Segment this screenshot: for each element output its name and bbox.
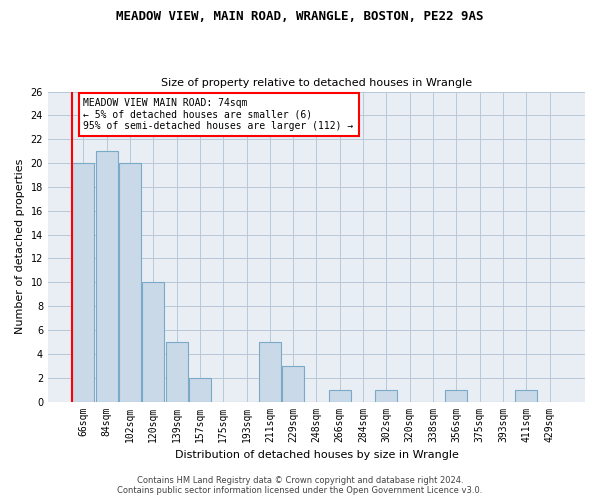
Bar bbox=[119, 163, 141, 402]
Bar bbox=[166, 342, 188, 402]
X-axis label: Distribution of detached houses by size in Wrangle: Distribution of detached houses by size … bbox=[175, 450, 458, 460]
Bar bbox=[259, 342, 281, 402]
Text: Contains HM Land Registry data © Crown copyright and database right 2024.
Contai: Contains HM Land Registry data © Crown c… bbox=[118, 476, 482, 495]
Bar bbox=[329, 390, 351, 402]
Bar bbox=[376, 390, 397, 402]
Text: MEADOW VIEW MAIN ROAD: 74sqm
← 5% of detached houses are smaller (6)
95% of semi: MEADOW VIEW MAIN ROAD: 74sqm ← 5% of det… bbox=[83, 98, 353, 130]
Bar bbox=[142, 282, 164, 402]
Bar bbox=[73, 163, 94, 402]
Text: MEADOW VIEW, MAIN ROAD, WRANGLE, BOSTON, PE22 9AS: MEADOW VIEW, MAIN ROAD, WRANGLE, BOSTON,… bbox=[116, 10, 484, 23]
Title: Size of property relative to detached houses in Wrangle: Size of property relative to detached ho… bbox=[161, 78, 472, 88]
Bar bbox=[282, 366, 304, 402]
Bar bbox=[189, 378, 211, 402]
Y-axis label: Number of detached properties: Number of detached properties bbox=[15, 159, 25, 334]
Bar bbox=[515, 390, 537, 402]
Bar bbox=[445, 390, 467, 402]
Bar bbox=[95, 151, 118, 402]
